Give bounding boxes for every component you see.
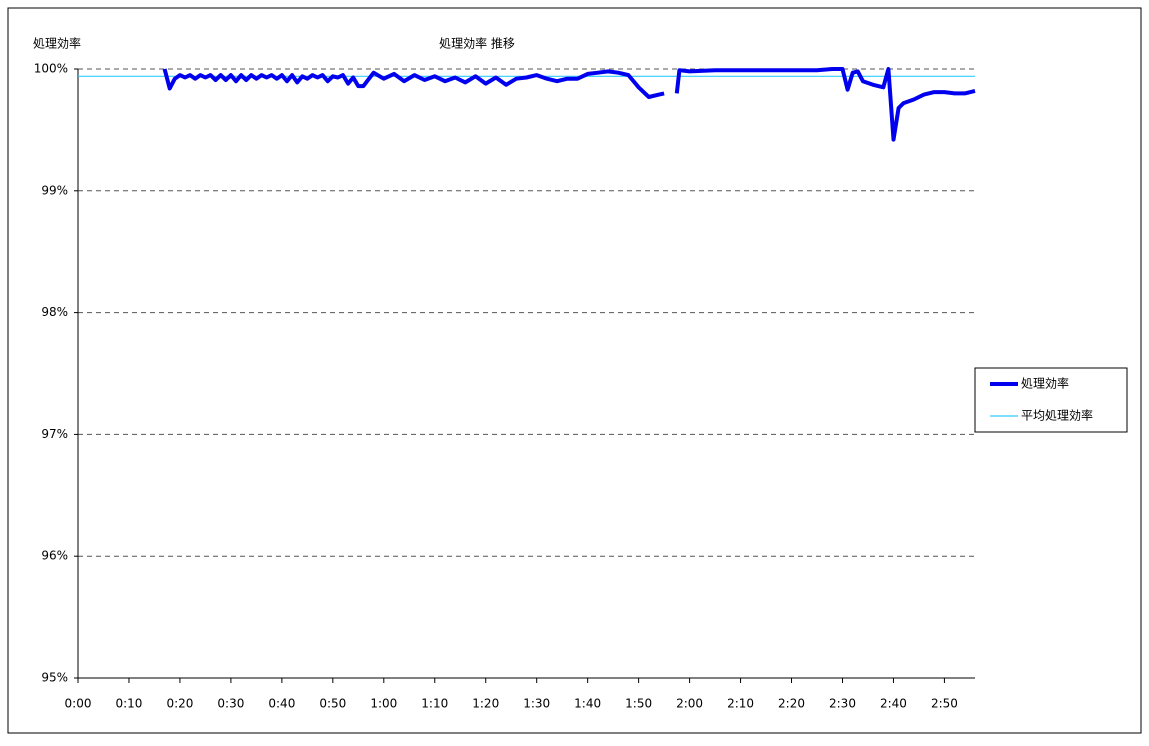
x-tick-label: 0:10	[115, 697, 142, 711]
y-tick-label: 95%	[41, 671, 68, 685]
x-tick-label: 2:40	[880, 697, 907, 711]
x-tick-label: 2:20	[778, 697, 805, 711]
x-tick-label: 2:50	[931, 697, 958, 711]
x-tick-label: 1:50	[625, 697, 652, 711]
x-tick-label: 1:20	[472, 697, 499, 711]
y-tick-label: 100%	[34, 62, 68, 76]
y-tick-label: 98%	[41, 305, 68, 319]
x-tick-label: 2:00	[676, 697, 703, 711]
chart-frame	[7, 7, 1142, 734]
y-axis-title: 処理効率	[33, 36, 81, 51]
x-tick-label: 2:10	[727, 697, 754, 711]
x-tick-label: 0:30	[217, 697, 244, 711]
x-tick-label: 0:40	[268, 697, 295, 711]
x-tick-label: 0:50	[319, 697, 346, 711]
line-series	[674, 67, 976, 142]
legend-label: 処理効率	[1021, 376, 1069, 391]
legend-label: 平均処理効率	[1021, 408, 1093, 423]
y-tick-label: 96%	[41, 549, 68, 563]
chart-title: 処理効率 推移	[439, 36, 515, 51]
x-tick-label: 1:40	[574, 697, 601, 711]
legend	[974, 367, 1128, 433]
x-tick-label: 1:30	[523, 697, 550, 711]
x-tick-label: 1:10	[421, 697, 448, 711]
line-series	[162, 68, 665, 99]
x-tick-label: 1:00	[370, 697, 397, 711]
x-tick-label: 2:30	[829, 697, 856, 711]
y-tick-label: 99%	[41, 183, 68, 197]
x-tick-label: 0:20	[166, 697, 193, 711]
x-tick-label: 0:00	[65, 697, 92, 711]
y-tick-label: 97%	[41, 427, 68, 441]
